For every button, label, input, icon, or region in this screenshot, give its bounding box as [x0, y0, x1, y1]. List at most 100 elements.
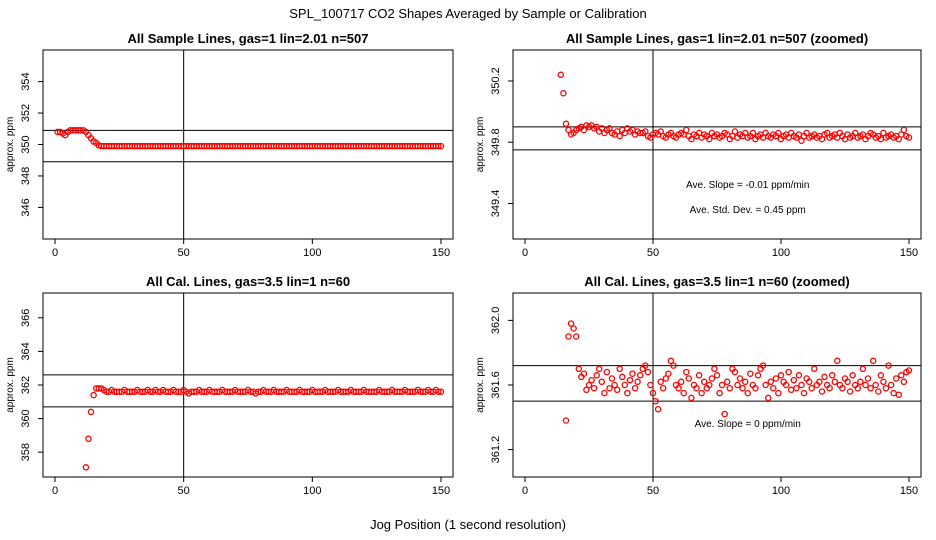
data-point: [885, 362, 892, 369]
data-point: [562, 417, 570, 424]
y-tick-label: 362.0: [490, 307, 502, 335]
data-point: [762, 381, 769, 389]
data-point: [616, 132, 623, 140]
data-point: [736, 375, 744, 382]
data-point: [782, 381, 790, 389]
data-point: [595, 365, 603, 373]
data-point: [565, 333, 572, 340]
x-tick-label: 150: [432, 247, 450, 259]
data-point: [798, 381, 805, 389]
data-point: [435, 388, 442, 395]
y-tick-label: 354: [20, 72, 32, 90]
x-tick-label: 0: [522, 485, 528, 497]
y-tick-label: 361.6: [490, 371, 502, 399]
data-point: [706, 135, 713, 143]
x-tick-label: 150: [900, 247, 918, 259]
data-point: [869, 357, 877, 365]
y-tick-label: 358: [20, 443, 32, 461]
data-point: [764, 394, 772, 402]
data-point: [785, 368, 792, 376]
y-tick-label: 360: [20, 409, 32, 427]
data-point: [708, 375, 716, 382]
x-tick-label: 150: [900, 485, 918, 497]
data-point: [642, 128, 649, 135]
data-point: [624, 389, 631, 397]
data-point: [688, 135, 695, 143]
data-point: [890, 389, 897, 397]
data-point: [905, 367, 913, 374]
data-point: [575, 365, 583, 373]
y-tick-label: 346: [20, 198, 32, 216]
data-point: [772, 375, 780, 382]
panel-1: All Sample Lines, gas=1 lin=2.01 n=507 0 5…: [5, 31, 454, 259]
data-point: [754, 372, 762, 379]
y-axis-label: approx. ppm: [5, 357, 16, 413]
data-point: [787, 386, 795, 394]
data-point: [795, 372, 803, 379]
data-point: [665, 370, 672, 377]
data-point: [718, 381, 726, 389]
data-point: [698, 389, 705, 397]
x-tick-label: 100: [772, 485, 790, 497]
data-point: [688, 394, 695, 402]
data-point: [877, 372, 885, 379]
data-point: [585, 381, 593, 389]
data-point: [900, 126, 908, 134]
data-point: [775, 129, 782, 137]
data-point: [87, 408, 95, 416]
data-point: [905, 134, 913, 141]
data-point: [677, 378, 685, 386]
data-point: [721, 410, 728, 418]
y-axis-label: approx. ppm: [475, 357, 486, 413]
data-point: [90, 391, 97, 399]
data-point: [831, 378, 839, 386]
data-point: [880, 378, 887, 386]
data-point: [631, 384, 639, 392]
y-tick-label: 366: [20, 309, 32, 327]
data-point: [892, 375, 900, 382]
data-point: [857, 378, 864, 386]
plot-frame: [512, 292, 922, 478]
data-point: [680, 389, 687, 397]
data-point: [670, 362, 677, 369]
data-point: [611, 381, 618, 389]
x-tick-label: 100: [772, 247, 790, 259]
data-point: [593, 372, 600, 379]
data-point: [805, 378, 813, 386]
x-tick-label: 100: [303, 247, 321, 259]
figure-xlabel: Jog Position (1 second resolution): [370, 517, 566, 532]
data-point: [864, 375, 872, 382]
data-point: [900, 378, 908, 386]
panels: All Sample Lines, gas=1 lin=2.01 n=507 0 5…: [5, 31, 922, 497]
data-point: [437, 142, 445, 150]
data-point: [588, 376, 595, 384]
data-point: [711, 365, 718, 373]
data-point: [828, 372, 836, 379]
data-point: [803, 129, 810, 137]
x-tick-label: 0: [522, 247, 528, 259]
data-point: [887, 381, 895, 389]
data-point: [685, 375, 693, 382]
x-tick-label: 0: [52, 247, 58, 259]
data-point: [734, 381, 741, 389]
data-point: [683, 368, 690, 376]
data-point: [621, 381, 629, 389]
data-point: [636, 372, 644, 379]
data-point: [898, 372, 905, 379]
data-point: [713, 372, 721, 379]
data-point: [667, 357, 675, 365]
panel-4: All Cal. Lines, gas=3.5 lin=1 n=60 (zoom…: [475, 274, 922, 497]
data-point: [567, 320, 575, 327]
y-tick-label: 350.2: [490, 67, 502, 95]
data-point: [826, 384, 833, 392]
data-point: [695, 372, 703, 379]
data-point: [657, 378, 664, 386]
plot-frame: [42, 292, 454, 478]
data-point: [642, 362, 649, 369]
y-axis-label: approx. ppm: [475, 117, 486, 173]
x-tick-label: 50: [178, 247, 190, 259]
data-point: [749, 129, 757, 137]
data-point: [601, 389, 608, 397]
data-point: [859, 365, 867, 373]
data-point: [811, 365, 818, 373]
